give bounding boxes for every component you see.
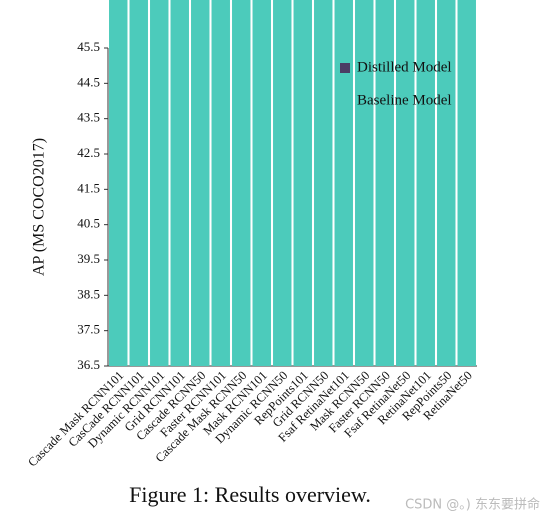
- bar-segment: [396, 0, 415, 366]
- y-tick-label: 44.5: [77, 74, 100, 89]
- y-tick-label: 42.5: [77, 145, 100, 160]
- bar-segment: [293, 0, 312, 366]
- bar-segment: [191, 0, 210, 366]
- y-tick-label: 43.5: [77, 110, 100, 125]
- y-tick-label: 36.5: [77, 357, 100, 372]
- bar-segment: [437, 0, 456, 367]
- y-tick-label: 39.5: [77, 251, 100, 266]
- y-tick-label: 41.5: [77, 180, 100, 195]
- caption: Figure 1: Results overview.: [129, 482, 371, 507]
- y-tick-label: 45.5: [77, 39, 100, 54]
- bar-segment: [252, 0, 271, 366]
- bar-segment: [314, 0, 333, 366]
- bar-segment: [129, 0, 148, 366]
- bar-segment: [170, 0, 189, 366]
- legend-swatch: [340, 96, 350, 106]
- legend-label: Baseline Model: [357, 92, 452, 108]
- bar-segment: [273, 0, 292, 366]
- bar-segment: [375, 0, 394, 367]
- legend-label: Distilled Model: [357, 59, 452, 75]
- bar-segment: [457, 0, 476, 366]
- y-tick-label: 38.5: [77, 286, 100, 301]
- y-tick-label: 40.5: [77, 216, 100, 231]
- watermark: CSDN @。) 东东要拼命: [405, 497, 540, 513]
- legend-swatch: [340, 63, 350, 73]
- bar-segment: [150, 0, 169, 366]
- bar-segment: [416, 0, 435, 366]
- bar-segment: [355, 0, 374, 366]
- y-tick-label: 37.5: [77, 322, 100, 337]
- bar-segment: [109, 0, 128, 366]
- bar-segment: [211, 0, 230, 366]
- bar-segment: [232, 0, 251, 366]
- y-axis-label: AP (MS COCO2017): [31, 138, 48, 276]
- bar-segment: [334, 0, 353, 366]
